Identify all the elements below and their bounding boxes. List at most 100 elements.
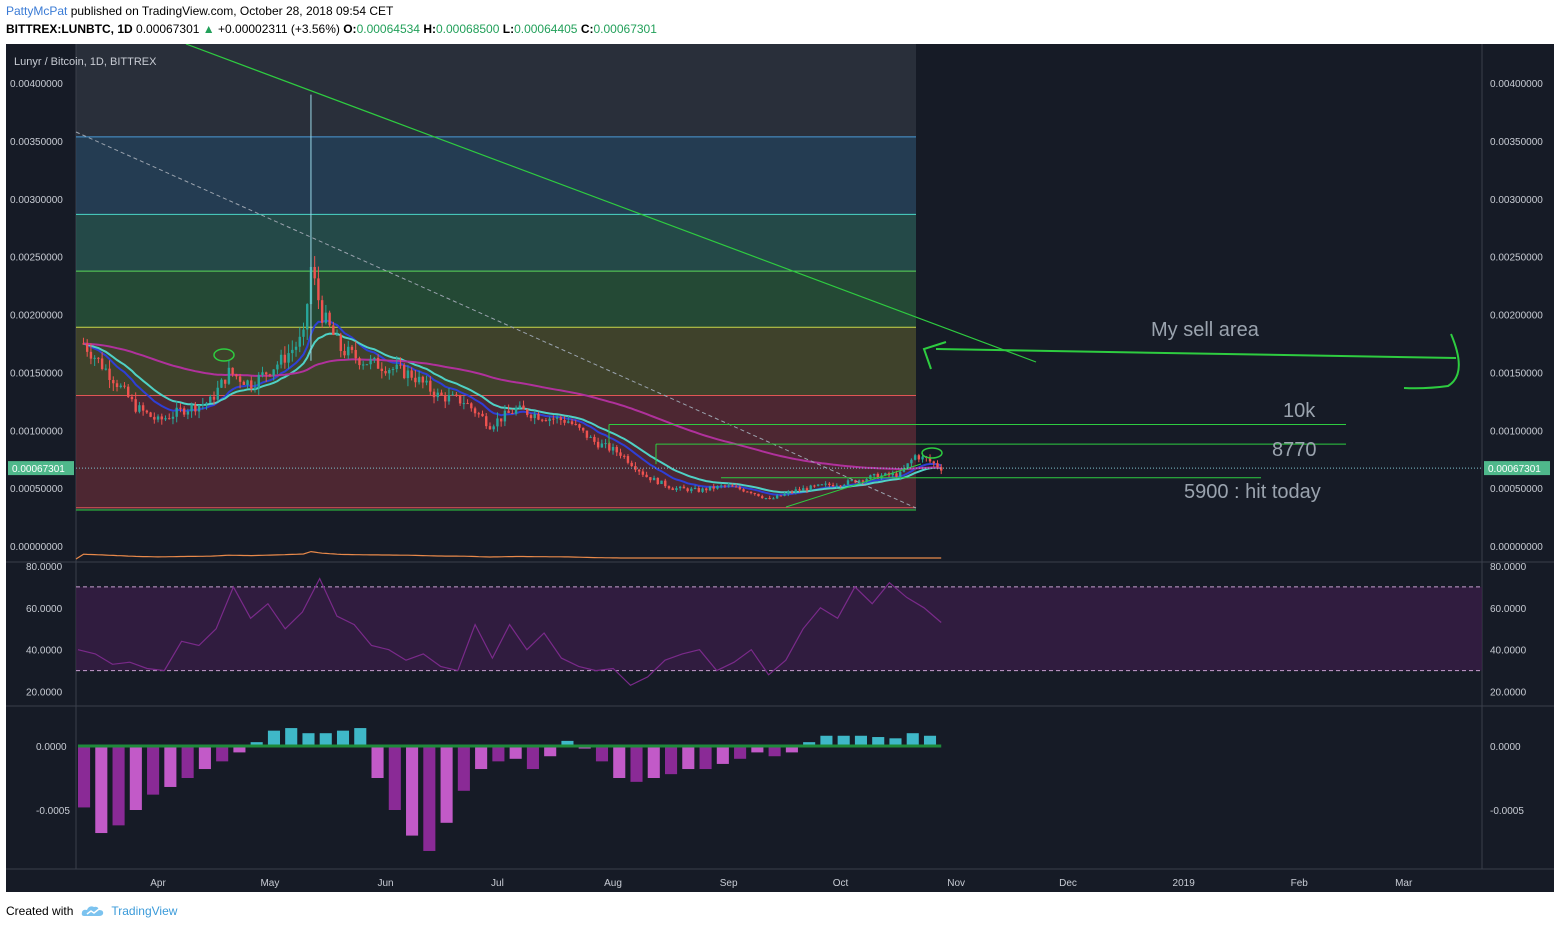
chart-canvas[interactable]: 0.00400000 0.00400000 0.00350000 0.00350000… — [6, 43, 1554, 892]
candle-body — [201, 404, 205, 406]
candle-body — [719, 485, 723, 487]
tradingview-link[interactable]: TradingView — [81, 904, 177, 918]
last-price-badge-right — [1484, 461, 1550, 476]
candle-body — [145, 410, 149, 413]
candle-body — [376, 357, 380, 369]
candle-body — [477, 413, 480, 415]
candle-body — [809, 485, 812, 491]
candle-body — [149, 412, 152, 417]
candle-body — [373, 357, 376, 360]
last-price-badge-left — [8, 461, 74, 476]
candle-body — [731, 485, 734, 487]
candle-body — [910, 459, 913, 464]
rsi-tick-label-left: 40.0000 — [26, 646, 63, 657]
candle-body — [485, 416, 488, 427]
candle-body — [813, 485, 816, 487]
author-link[interactable]: PattyMcPat — [6, 4, 68, 18]
candle-body — [895, 473, 898, 477]
candle-body — [455, 394, 458, 396]
candle-body — [283, 354, 287, 363]
candle-body — [272, 369, 275, 376]
arrow-head-icon — [922, 341, 947, 370]
candle-body — [294, 346, 298, 350]
candle-body — [160, 416, 163, 420]
histogram-bar — [250, 742, 263, 746]
candle-body — [313, 266, 316, 279]
candle-body — [451, 394, 454, 396]
histogram-bar — [544, 746, 557, 757]
created-with-text: Created with — [6, 904, 74, 918]
candle-body — [634, 466, 637, 470]
y-tick-label-right: 0.00100000 — [1490, 426, 1543, 437]
candle-body — [238, 376, 242, 382]
histogram-bar — [147, 746, 160, 795]
candle-body — [320, 300, 324, 323]
candle-body — [156, 416, 160, 420]
candle-body — [287, 353, 290, 363]
histogram-bar — [336, 730, 350, 746]
x-tick-label: Apr — [150, 878, 166, 889]
histogram-bar — [595, 746, 609, 762]
x-tick-label: 2019 — [1173, 878, 1196, 889]
fib-band — [76, 395, 916, 508]
annotation-10k: 10k — [1283, 400, 1316, 422]
candle-body — [186, 411, 190, 415]
candle-body — [798, 489, 801, 491]
histogram-bar — [319, 733, 332, 746]
candle-body — [555, 417, 559, 419]
y-tick-label-left: 0.00300000 — [10, 195, 63, 206]
candle-body — [626, 456, 630, 463]
candle-body — [746, 491, 749, 493]
candle-body — [865, 478, 868, 482]
candle-body — [339, 334, 342, 351]
candle-body — [332, 325, 335, 335]
candle-body — [231, 367, 234, 375]
candle-body — [462, 403, 466, 405]
candle-body — [802, 488, 805, 491]
high-value: 0.00068500 — [435, 22, 500, 36]
candle-body — [175, 407, 178, 417]
fib-band — [76, 136, 916, 215]
candle-body — [753, 493, 756, 495]
low-label: L: — [502, 22, 515, 36]
candle-body — [481, 413, 484, 417]
y-tick-label-left: 0.00050000 — [10, 484, 63, 495]
annotation-My: My sell area — [1151, 319, 1260, 341]
candle-body — [843, 484, 846, 486]
histogram-bar — [613, 746, 626, 778]
candle-body — [641, 471, 645, 475]
candle-body — [429, 380, 432, 392]
downtrend-line — [185, 43, 1037, 363]
histogram-bar — [699, 746, 712, 770]
histogram-bar — [492, 746, 505, 762]
rsi-tick-label-right: 40.0000 — [1490, 646, 1527, 657]
candle-body — [197, 405, 201, 412]
candle-body — [298, 336, 301, 347]
change-arrow-icon: ▲ — [202, 22, 215, 36]
candle-body — [664, 480, 667, 487]
candle-body — [757, 493, 760, 497]
candle-body — [671, 488, 674, 491]
candle-body — [690, 488, 693, 492]
candle-body — [820, 484, 824, 486]
rsi-tick-label-left: 60.0000 — [26, 604, 63, 615]
candle-body — [134, 399, 137, 412]
candle-body — [630, 462, 633, 467]
candle-body — [604, 443, 607, 445]
candle-body — [395, 364, 398, 370]
histogram-bar — [354, 728, 367, 746]
candle-body — [190, 404, 193, 412]
x-tick-label: Mar — [1395, 878, 1413, 889]
candle-body — [242, 381, 246, 385]
rsi-tick-label-left: 20.0000 — [26, 688, 63, 699]
candle-body — [317, 278, 320, 301]
candle-body — [857, 480, 861, 483]
x-tick-label: Jul — [491, 878, 504, 889]
hist-tick-label-left: 0.0000 — [36, 742, 67, 753]
last-price-badge-right-text: 0.00067301 — [1488, 464, 1541, 475]
chart-container[interactable]: 0.00400000 0.00400000 0.00350000 0.00350000… — [6, 43, 1554, 892]
candle-body — [85, 343, 89, 352]
candle-body — [682, 486, 686, 489]
candle-body — [507, 410, 510, 413]
x-tick-label: Dec — [1059, 878, 1077, 889]
